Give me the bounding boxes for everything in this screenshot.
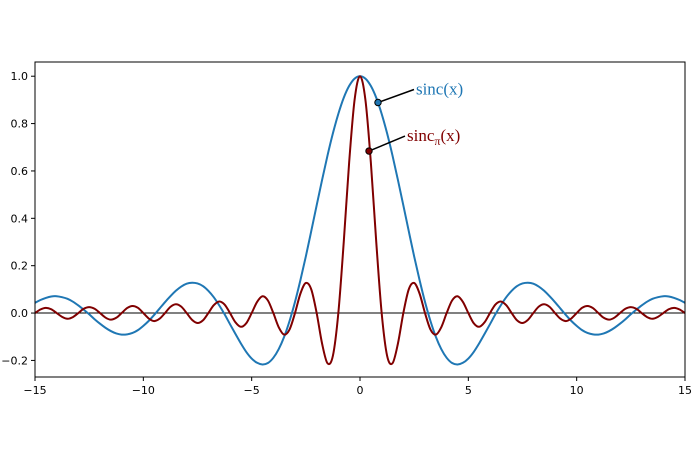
x-tick-label: 5 [465,384,472,397]
y-tick-label: 0.6 [11,165,29,178]
x-tick-label: −5 [244,384,260,397]
annotation-label: sinc(x) [416,80,463,99]
y-tick-label: 0.2 [11,260,29,273]
annotation-point [374,98,382,107]
y-tick-label: −0.2 [1,354,28,367]
annotation-arrow [377,88,415,104]
annotation-point [365,147,373,155]
plot-frame [34,61,686,378]
y-tick-label: 0.4 [11,212,29,225]
annotation-label: sincπ(x) [407,126,460,148]
annotation-text: sinc(x) [416,80,463,99]
series-line [35,75,685,366]
annotation-text: sinc [407,126,435,145]
x-tick-label: −10 [132,384,155,397]
series-line [35,75,685,366]
y-tick-label: 0.8 [11,118,29,131]
x-tick-label: 15 [678,384,692,397]
annotation-subscript: π [434,134,440,148]
x-tick-label: 0 [357,384,364,397]
x-tick-label: 10 [570,384,584,397]
y-tick-label: 1.0 [11,70,29,83]
y-tick-label: 0.0 [11,307,29,320]
annotation-arrow [368,135,406,152]
annotation-suffix: (x) [440,126,460,145]
x-tick-label: −15 [23,384,46,397]
